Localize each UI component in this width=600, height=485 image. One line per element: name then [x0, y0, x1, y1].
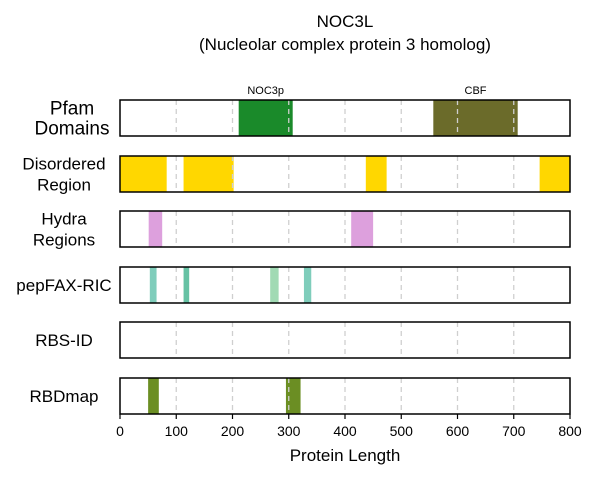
feature-bar-4-1	[149, 267, 157, 303]
x-tick-label-100: 100	[165, 423, 189, 439]
track-frame	[119, 99, 571, 137]
track-frame	[119, 321, 571, 359]
feature-bar-4-2	[183, 267, 190, 303]
x-axis: 0 100 200 300 400 500 600 700 800	[116, 414, 582, 439]
track-1: NOC3p CBF Pfam Domains	[35, 85, 571, 140]
track-frame	[119, 155, 571, 193]
feature-bar-2-4	[539, 156, 570, 192]
track-frame	[119, 210, 571, 248]
track-label-1: Pfam Domains	[35, 99, 110, 140]
track-5: RBS-ID	[35, 321, 571, 359]
feature-bar-6-2	[285, 378, 301, 414]
x-tick-label-600: 600	[446, 423, 470, 439]
feature-bar-1-1	[238, 100, 293, 136]
feature-bar-2-2	[183, 156, 234, 192]
x-tick-label-200: 200	[221, 423, 245, 439]
track-3: Hydra Regions	[33, 209, 571, 249]
feature-bar-3-2	[351, 211, 374, 247]
track-2: Disordered Region	[22, 154, 571, 194]
x-tick-label-700: 700	[502, 423, 526, 439]
track-label-4: pepFAX-RIC	[16, 276, 111, 295]
feature-label-cbf: CBF	[465, 85, 487, 97]
track-4: pepFAX-RIC	[16, 266, 571, 304]
feature-bar-1-2	[433, 100, 518, 136]
feature-bar-2-1	[120, 156, 167, 192]
feature-bar-3-1	[148, 211, 163, 247]
chart-title: NOC3L	[316, 12, 374, 31]
feature-label-noc3p: NOC3p	[247, 85, 284, 97]
track-6: RBDmap	[30, 377, 571, 415]
x-tick-label-400: 400	[333, 423, 357, 439]
feature-bar-2-3	[365, 156, 387, 192]
track-label-6: RBDmap	[30, 387, 99, 406]
track-label-5: RBS-ID	[35, 331, 93, 350]
x-tick-label-500: 500	[390, 423, 414, 439]
x-tick-label-800: 800	[558, 423, 582, 439]
x-tick-label-300: 300	[277, 423, 301, 439]
feature-bar-4-4	[303, 267, 312, 303]
chart-title-block: NOC3L (Nucleolar complex protein 3 homol…	[0, 10, 600, 56]
track-label-2: Disordered Region	[22, 154, 105, 194]
chart-subtitle: (Nucleolar complex protein 3 homolog)	[199, 35, 491, 54]
feature-bar-4-3	[270, 267, 279, 303]
track-frame	[119, 266, 571, 304]
x-tick-label-0: 0	[116, 423, 124, 439]
track-label-3: Hydra Regions	[33, 209, 95, 249]
tracks-layer: NOC3p CBF Pfam Domains Disordered Region Hydra…	[16, 85, 571, 415]
x-axis-label: Protein Length	[290, 446, 401, 465]
feature-bar-6-1	[148, 378, 159, 414]
